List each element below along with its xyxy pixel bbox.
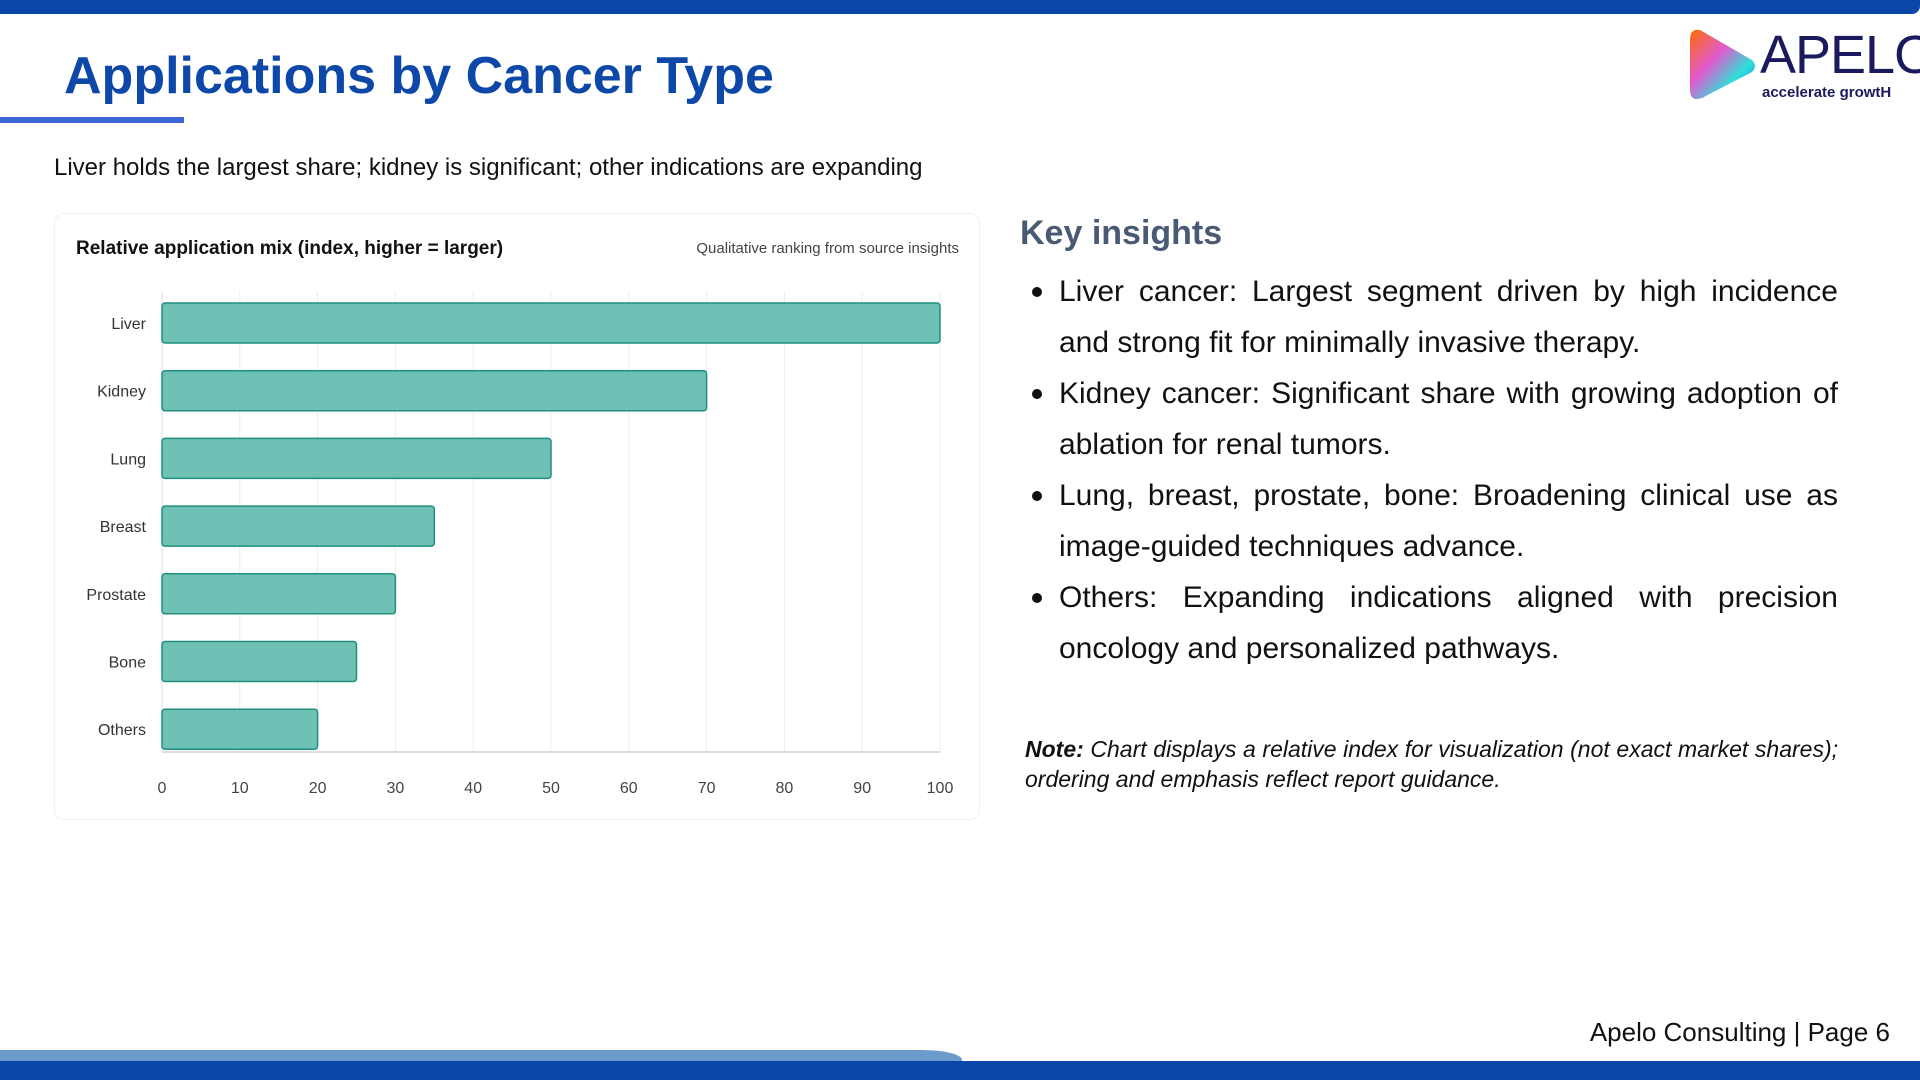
bar-liver (161, 302, 941, 344)
logo-tagline: accelerate growtH (1762, 84, 1892, 101)
x-tick-label: 60 (620, 780, 638, 797)
logo-wordmark: APELO (1760, 25, 1920, 85)
chart-title: Relative application mix (index, higher … (76, 238, 504, 259)
y-category-label: Breast (100, 519, 147, 536)
bullet-icon (1032, 491, 1042, 501)
insights-title: Key insights (1020, 214, 1223, 252)
insight-item: Kidney cancer: Significant share with gr… (1030, 368, 1838, 470)
insights-list: Liver cancer: Largest segment driven by … (1030, 266, 1838, 674)
y-category-label: Bone (109, 655, 146, 672)
y-category-label: Prostate (86, 587, 146, 604)
bottom-bar (0, 1061, 1920, 1080)
footer-page-label: Apelo Consulting | Page 6 (1589, 1017, 1890, 1047)
x-tick-label: 0 (158, 780, 167, 797)
x-tick-label: 70 (698, 780, 716, 797)
x-tick-label: 30 (387, 780, 405, 797)
page-title: Applications by Cancer Type (64, 47, 774, 105)
x-tick-label: 10 (231, 780, 249, 797)
insight-item: Lung, breast, prostate, bone: Broadening… (1030, 470, 1838, 572)
bar-lung (161, 437, 552, 480)
x-tick-label: 90 (853, 780, 871, 797)
bullet-icon (1032, 287, 1042, 297)
bullet-icon (1032, 593, 1042, 603)
bar-chart: 0 10 20 30 40 50 60 70 80 90 100 Liver Kidney Lung Bre… (86, 291, 954, 797)
x-tick-label: 50 (542, 780, 560, 797)
x-tick-label: 80 (776, 780, 794, 797)
bar-breast (161, 505, 436, 547)
chart-disclaimer: Note: Chart displays a relative index fo… (1025, 736, 1839, 792)
apelo-logo: APELO accelerate growtH (1688, 24, 1920, 104)
x-tick-label: 40 (464, 780, 482, 797)
page-subtitle: Liver holds the largest share; kidney is… (54, 154, 923, 181)
x-tick-label: 100 (927, 780, 954, 797)
bar-bone (161, 640, 358, 683)
y-category-label: Liver (111, 316, 146, 333)
insight-item: Liver cancer: Largest segment driven by … (1030, 266, 1838, 368)
bar-kidney (161, 369, 708, 412)
y-category-label: Kidney (97, 384, 146, 401)
insight-item: Others: Expanding indications aligned wi… (1030, 572, 1838, 674)
title-underline (0, 117, 184, 123)
y-category-label: Others (98, 722, 146, 739)
chart-note: Qualitative ranking from source insights (696, 240, 959, 257)
top-bar (0, 0, 1920, 14)
bar-prostate (161, 573, 397, 615)
bar-others (161, 708, 319, 750)
bullet-icon (1032, 389, 1042, 399)
x-tick-label: 20 (309, 780, 327, 797)
y-category-label: Lung (110, 451, 146, 468)
logo-mark-icon (1690, 29, 1755, 99)
